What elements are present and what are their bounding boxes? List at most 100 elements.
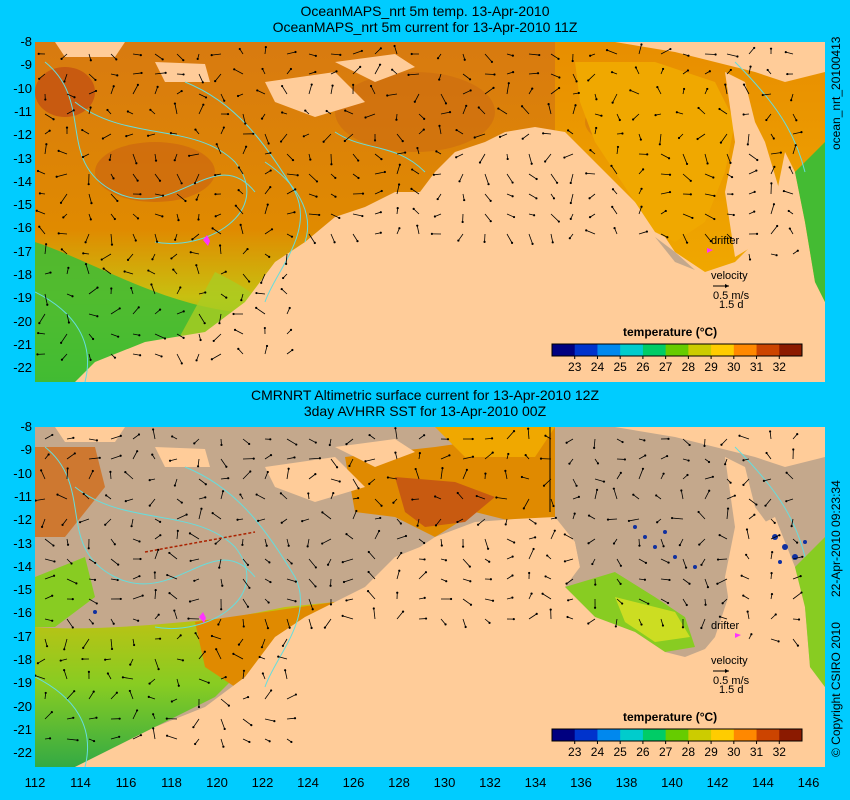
current-arrowhead	[682, 87, 686, 91]
current-arrowhead	[71, 295, 74, 298]
current-arrow	[214, 73, 222, 82]
current-arrowhead	[113, 356, 117, 359]
current-arrow	[38, 313, 46, 324]
current-arrow	[57, 494, 68, 500]
current-arrow	[719, 534, 728, 540]
current-arrow	[572, 478, 577, 486]
current-arrow	[698, 511, 706, 520]
current-arrow	[352, 50, 362, 55]
colorbar-segment	[574, 344, 598, 356]
coral-sea-strip	[795, 537, 825, 687]
current-arrow	[374, 64, 381, 75]
current-arrowhead	[613, 226, 616, 230]
colorbar-tick-label: 26	[636, 745, 650, 759]
current-arrowhead	[268, 740, 271, 743]
current-arrowhead	[293, 456, 296, 459]
current-arrow	[462, 456, 474, 460]
current-arrow	[82, 129, 90, 135]
current-arrow	[167, 574, 178, 580]
current-arrowhead	[119, 597, 122, 601]
current-arrowhead	[707, 460, 711, 464]
current-arrowhead	[393, 44, 396, 48]
latitude-tick-label: -19	[13, 675, 32, 691]
current-arrowhead	[404, 151, 407, 154]
current-arrow	[374, 190, 382, 195]
current-arrowhead	[248, 442, 251, 446]
current-arrow	[459, 173, 464, 182]
current-arrowhead	[664, 209, 667, 213]
current-arrowhead	[165, 734, 169, 737]
current-arrow	[660, 558, 669, 563]
current-arrowhead	[214, 542, 217, 545]
current-arrowhead	[357, 159, 360, 162]
current-arrowhead	[149, 108, 152, 111]
current-arrow	[44, 558, 55, 562]
current-arrow	[365, 113, 376, 118]
current-arrow	[62, 518, 68, 526]
current-arrowhead	[189, 251, 192, 254]
current-arrow	[154, 549, 159, 560]
current-arrow	[528, 233, 533, 244]
current-arrowhead	[182, 73, 185, 76]
current-arrowhead	[742, 483, 745, 486]
current-arrowhead	[662, 472, 665, 475]
current-arrow	[220, 718, 226, 730]
current-arrow	[82, 153, 90, 158]
current-arrow	[589, 193, 596, 199]
current-arrowhead	[322, 140, 325, 143]
current-arrowhead	[140, 71, 143, 75]
current-arrow	[220, 477, 229, 480]
current-arrowhead	[294, 600, 297, 603]
island-flores	[335, 439, 415, 467]
current-arrowhead	[661, 67, 665, 71]
colorbar-segment	[574, 729, 598, 741]
current-arrowhead	[423, 541, 426, 545]
current-arrow	[233, 653, 244, 660]
current-arrow	[717, 558, 728, 560]
current-arrow	[195, 632, 200, 640]
current-arrowhead	[244, 122, 247, 125]
current-arrowhead	[218, 244, 222, 247]
current-arrowhead	[52, 118, 55, 121]
current-arrow	[747, 611, 750, 620]
current-arrowhead	[696, 137, 699, 141]
longitude-tick-label: 120	[206, 775, 228, 790]
colorbar-tick-label: 28	[682, 360, 696, 374]
longitude-tick-label: 140	[661, 775, 683, 790]
current-arrowhead	[70, 562, 73, 565]
current-arrowhead	[774, 613, 777, 616]
current-arrow	[616, 113, 621, 121]
latitude-tick-label: -20	[13, 313, 32, 329]
current-arrowhead	[709, 239, 712, 243]
current-arrowhead	[321, 511, 324, 514]
current-arrowhead	[265, 544, 268, 547]
current-arrowhead	[211, 512, 214, 515]
current-arrow	[176, 678, 180, 686]
current-arrowhead	[261, 67, 264, 71]
current-arrowhead	[148, 479, 151, 482]
current-arrow	[496, 497, 508, 500]
current-arrow	[278, 656, 288, 660]
current-arrow	[286, 578, 296, 583]
current-arrowhead	[223, 99, 226, 102]
colorbar-tick-label: 28	[682, 745, 696, 759]
current-arrow	[126, 133, 134, 137]
no-data-coast	[655, 237, 695, 270]
current-arrow	[147, 133, 156, 137]
current-arrowhead	[643, 439, 646, 442]
current-arrowhead	[281, 644, 285, 647]
current-arrow	[132, 213, 139, 219]
current-arrow	[521, 105, 530, 115]
current-arrowhead	[593, 446, 596, 449]
latitude-tick-label: -9	[20, 57, 32, 73]
current-arrow	[613, 488, 618, 500]
current-arrowhead	[476, 523, 480, 526]
current-arrowhead	[66, 543, 70, 546]
current-arrowhead	[201, 81, 204, 84]
current-arrowhead	[202, 103, 205, 106]
current-arrowhead	[56, 493, 59, 496]
legend-title: temperature (°C)	[623, 325, 717, 339]
current-arrowhead	[718, 107, 721, 111]
current-arrowhead	[273, 720, 276, 723]
current-arrowhead	[698, 543, 701, 546]
